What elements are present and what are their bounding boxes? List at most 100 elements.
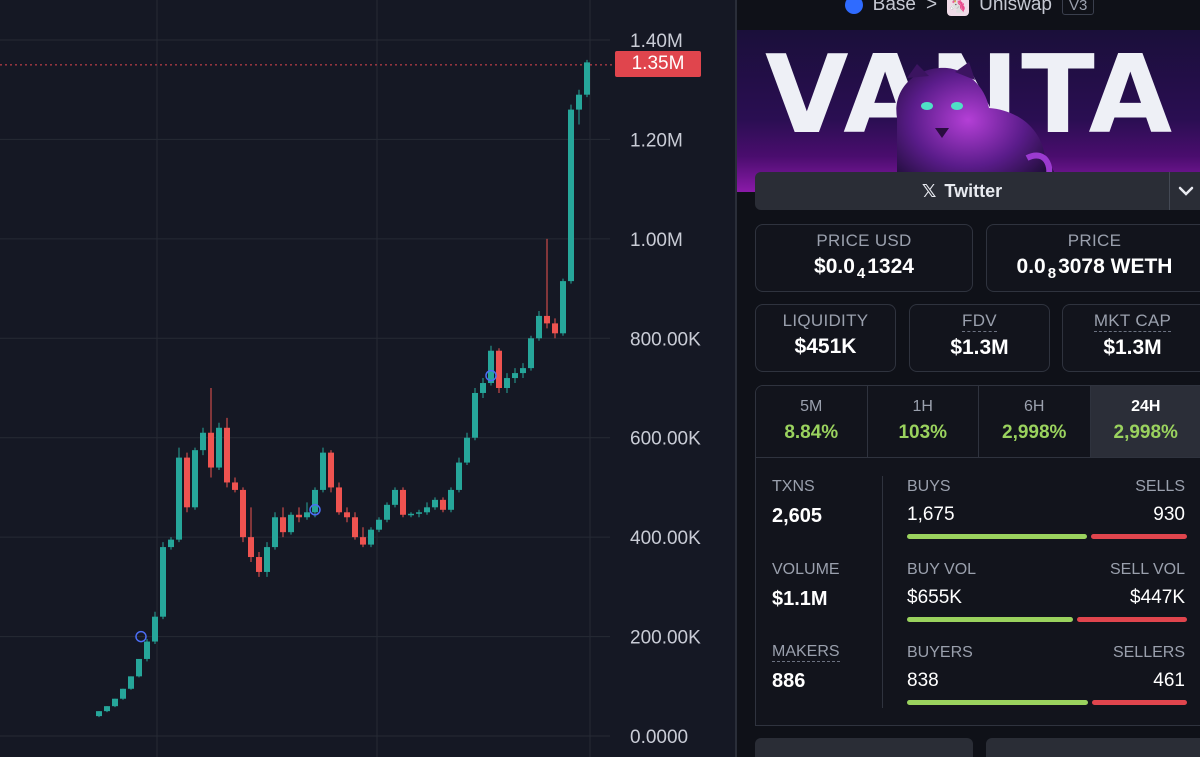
stats-divider [882,476,883,708]
tab-5m-change: 8.84% [784,422,839,443]
tab-6h[interactable]: 6H 2,998% [979,386,1091,457]
candle-body[interactable] [192,450,198,508]
liquidity-label: LIQUIDITY [782,311,869,330]
candle-body[interactable] [152,616,158,642]
candle-body[interactable] [232,482,238,490]
candle-body[interactable] [392,489,398,505]
dex-link[interactable]: Uniswap [979,0,1052,15]
candle-body[interactable] [136,658,142,677]
candle-body[interactable] [336,487,342,513]
candle-body[interactable] [480,383,486,393]
candle-body[interactable] [160,547,166,617]
candle-body[interactable] [184,457,190,508]
candle-body[interactable] [472,392,478,438]
socials-dropdown-button[interactable] [1169,172,1200,210]
candle-body[interactable] [368,529,374,545]
candle-body[interactable] [512,373,518,379]
candle-body[interactable] [112,698,118,707]
candle-body[interactable] [208,432,214,468]
candle-body[interactable] [424,507,430,513]
price-native-value: 0.0 83078 WETH [1016,255,1173,282]
candle-body[interactable] [312,489,318,513]
candle-body[interactable] [536,315,542,339]
trade-marker[interactable] [135,630,147,643]
y-tick-label: 600.00K [630,429,701,450]
candle-body[interactable] [280,517,286,533]
candle-body[interactable] [544,315,550,324]
candle-body[interactable] [216,427,222,468]
breadcrumb-separator: > [925,0,938,15]
candle-body[interactable] [168,539,174,548]
candle-body[interactable] [504,378,510,388]
candle-body[interactable] [256,557,262,572]
candle-body[interactable] [400,489,406,515]
candle-body[interactable] [144,641,150,659]
price-usd-label: PRICE USD [816,231,912,250]
candle-body[interactable] [344,512,350,518]
chevron-down-icon [1178,186,1194,196]
candle-body[interactable] [128,676,134,689]
watchlist-button[interactable] [755,738,973,757]
candle-body[interactable] [200,432,206,451]
candle-body[interactable] [552,323,558,334]
fdv-box[interactable]: FDV $1.3M [909,304,1050,372]
volume-value: $1.1M [772,588,828,610]
tab-24h-change: 2,998% [1113,422,1178,443]
candle-body[interactable] [456,462,462,490]
candle-body[interactable] [384,504,390,520]
price-chart[interactable]: 1.40M 1.20M 1.00M 800.00K 600.00K 400.00K 200.… [0,0,735,757]
candle-body[interactable] [304,512,310,518]
candle-body[interactable] [320,452,326,490]
candle-body[interactable] [120,688,126,699]
candle-body[interactable] [440,499,446,510]
candle-body[interactable] [448,489,454,510]
candle-body[interactable] [432,499,438,508]
candle-body[interactable] [360,537,366,545]
candle-body[interactable] [176,457,182,540]
candle-body[interactable] [520,368,526,374]
alerts-button[interactable] [986,738,1200,757]
candle-body[interactable] [328,452,334,488]
candlestick-chart[interactable]: 1.40M 1.20M 1.00M 800.00K 600.00K 400.00K 200.… [0,0,735,757]
tab-5m[interactable]: 5M 8.84% [756,386,868,457]
candle-body[interactable] [248,537,254,558]
makers-label[interactable]: MAKERS [772,643,840,662]
candle-body[interactable] [584,62,590,95]
trade-marker[interactable] [485,369,497,382]
candle-body[interactable] [528,338,534,369]
chain-link[interactable]: Base [872,0,916,15]
tab-24h[interactable]: 24H 2,998% [1090,386,1200,457]
candle-body[interactable] [296,514,302,518]
candle-body[interactable] [272,517,278,548]
candle-body[interactable] [104,706,110,712]
trade-marker[interactable] [309,504,321,516]
sells-label: SELLS [1135,478,1185,495]
sells-value: 930 [1153,504,1185,525]
candle-body[interactable] [488,350,494,384]
fdv-label: FDV [962,311,997,332]
candle-body[interactable] [288,514,294,533]
buyers-label: BUYERS [907,644,973,661]
twitter-button[interactable]: 𝕏 Twitter [755,172,1169,210]
candle-body[interactable] [264,547,270,572]
candle-body[interactable] [576,94,582,110]
candle-body[interactable] [240,489,246,538]
candle-body[interactable] [96,711,102,717]
candle-body[interactable] [560,281,566,334]
candle-body[interactable] [496,350,502,388]
mkt-cap-box[interactable]: MKT CAP $1.3M [1062,304,1200,372]
timeframe-tabs: 5M 8.84% 1H 103% 6H 2,998% 24H 2,998% [755,385,1200,458]
candle-body[interactable] [464,437,470,463]
y-tick-label: 800.00K [630,329,701,350]
candle-body[interactable] [352,517,358,538]
tab-1h[interactable]: 1H 103% [867,386,979,457]
candle-body[interactable] [224,427,230,483]
candle-body[interactable] [408,513,414,516]
candle-body[interactable] [568,109,574,282]
y-tick-label: 0.0000 [630,727,688,748]
candle-body[interactable] [376,519,382,530]
tab-1h-change: 103% [898,422,948,443]
y-tick-label: 1.40M [630,31,683,52]
current-price-tag: 1.35M [615,51,701,77]
candle-body[interactable] [416,512,422,514]
